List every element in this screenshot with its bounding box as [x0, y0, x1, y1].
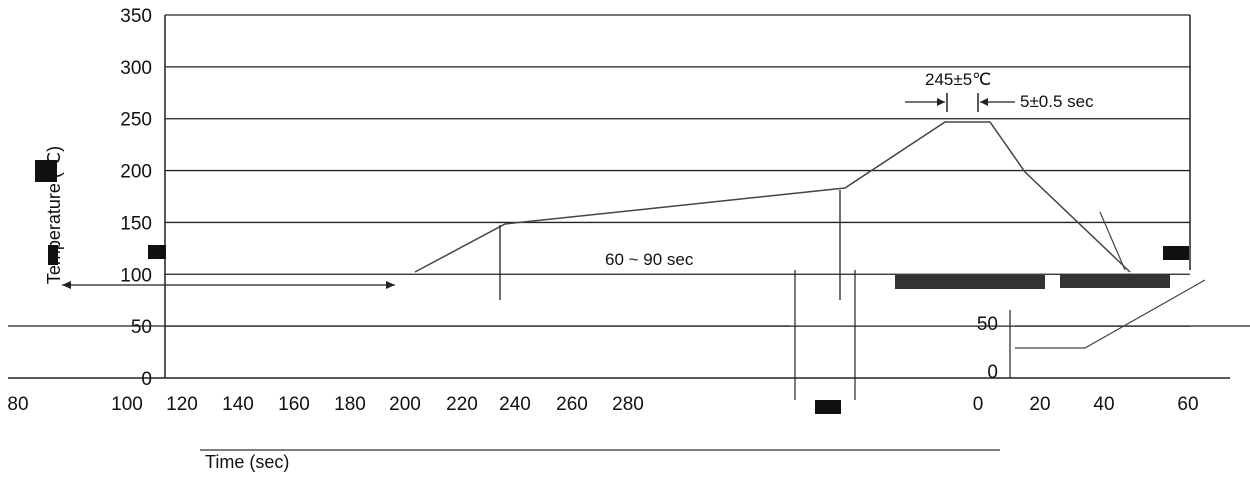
x-tick-label: 20: [1029, 394, 1050, 415]
artifact-profile-dup: [1099, 211, 1126, 271]
y-tick-label: 200: [120, 162, 152, 183]
x-axis-title: Time (sec): [205, 452, 289, 472]
artifact-band: [895, 275, 1045, 289]
x-tick-label: 100: [111, 394, 143, 415]
y-tick-label: 100: [120, 265, 152, 286]
y-tick-labels: 350 300 250 200 150 100 50 0 50 0: [120, 6, 998, 390]
artifact-cooling-dup: [1015, 279, 1206, 349]
annotations: 245±5℃ 5±0.5 sec 60 ~ 90 sec: [62, 70, 1094, 300]
y-tick-label: 50: [977, 314, 998, 335]
soak-arrowhead-left: [62, 281, 71, 289]
y-tick-label: 50: [131, 317, 152, 338]
plot-frame: [8, 15, 1230, 379]
x-tick-label: 0: [973, 394, 984, 415]
peak-time-arrowhead-left: [937, 98, 945, 106]
x-tick-label: 80: [7, 394, 28, 415]
x-tick-label: 40: [1093, 394, 1114, 415]
y-tick-label: 0: [987, 362, 998, 383]
artifact-block: [48, 245, 58, 265]
artifact-band: [1060, 274, 1170, 288]
x-tick-label: 220: [446, 394, 478, 415]
x-tick-label: 60: [1177, 394, 1198, 415]
artifact-block: [1163, 246, 1189, 260]
x-tick-label: 200: [389, 394, 421, 415]
peak-temp-label: 245±5℃: [925, 70, 991, 89]
x-tick-label: 160: [278, 394, 310, 415]
artifact-block: [815, 400, 841, 414]
soak-time-label: 60 ~ 90 sec: [605, 250, 694, 269]
x-tick-label: 240: [499, 394, 531, 415]
x-tick-label: 260: [556, 394, 588, 415]
peak-time-label: 5±0.5 sec: [1020, 92, 1094, 111]
x-tick-labels: 80 100 120 140 160 180 200 220 240 260 280 0 20 40 60: [7, 394, 1198, 415]
y-axis-title: Temperature (℃): [44, 146, 64, 284]
series-line: [414, 121, 1131, 273]
x-tick-label: 180: [334, 394, 366, 415]
soak-arrowhead-right: [386, 281, 395, 289]
x-tick-label: 280: [612, 394, 644, 415]
artifact-block: [35, 160, 57, 182]
y-tick-label: 300: [120, 58, 152, 79]
x-tick-label: 140: [222, 394, 254, 415]
y-tick-label: 350: [120, 6, 152, 27]
x-tick-label: 120: [166, 394, 198, 415]
series-layer: [414, 121, 1131, 273]
artifact-block: [148, 245, 166, 259]
y-tick-label: 250: [120, 110, 152, 131]
y-tick-label: 0: [141, 369, 152, 390]
scan-artifacts: [8, 160, 1250, 451]
peak-time-arrowhead-right: [980, 98, 988, 106]
y-tick-label: 150: [120, 213, 152, 234]
